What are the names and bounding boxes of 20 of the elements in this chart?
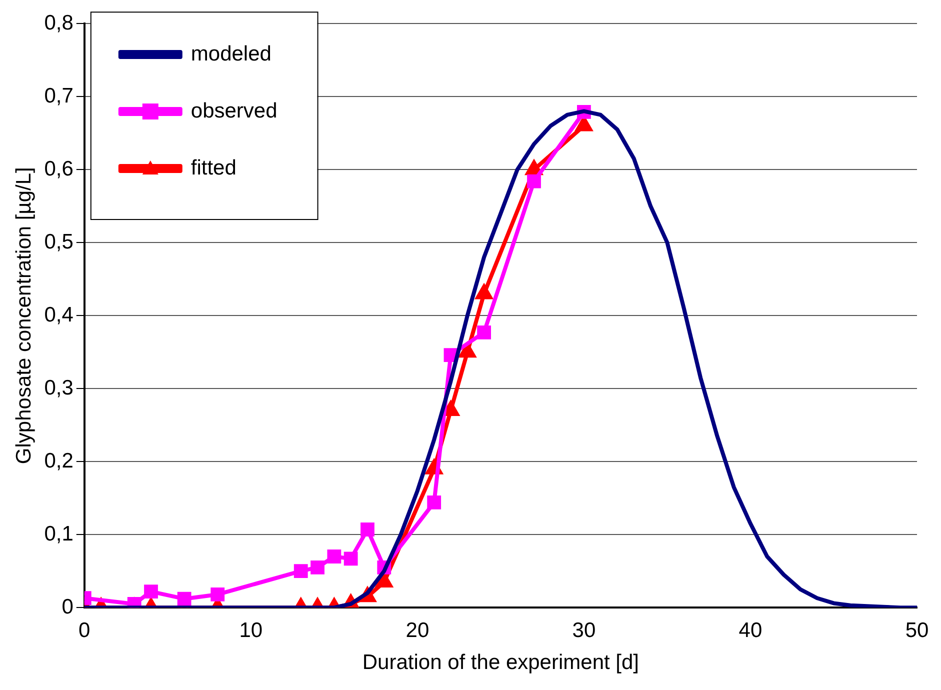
y-tick-label: 0,8	[44, 11, 74, 34]
y-tick-label: 0,7	[44, 84, 74, 108]
y-tick-label: 0,1	[44, 522, 74, 546]
y-tick-label: 0,5	[44, 230, 74, 254]
y-tick-label: 0,3	[44, 376, 74, 400]
y-tick-label: 0,2	[44, 449, 74, 472]
y-tick-label: 0	[62, 595, 74, 618]
legend-label: fitted	[190, 156, 236, 180]
legend-label: observed	[190, 99, 278, 122]
x-axis-title: Duration of the experiment [d]	[362, 651, 640, 674]
x-tick-label: 40	[738, 618, 762, 642]
legend-label: modeled	[190, 42, 272, 66]
y-axis-title: Glyphosate concentration [µg/L]	[12, 167, 36, 464]
x-tick-label: 10	[239, 618, 263, 642]
x-tick-label: 0	[78, 618, 90, 642]
x-tick-label: 50	[905, 618, 929, 642]
y-tick-label: 0,6	[44, 157, 74, 180]
x-tick-label: 20	[406, 618, 430, 642]
y-tick-label: 0,4	[44, 303, 74, 326]
x-tick-label: 30	[572, 618, 596, 642]
